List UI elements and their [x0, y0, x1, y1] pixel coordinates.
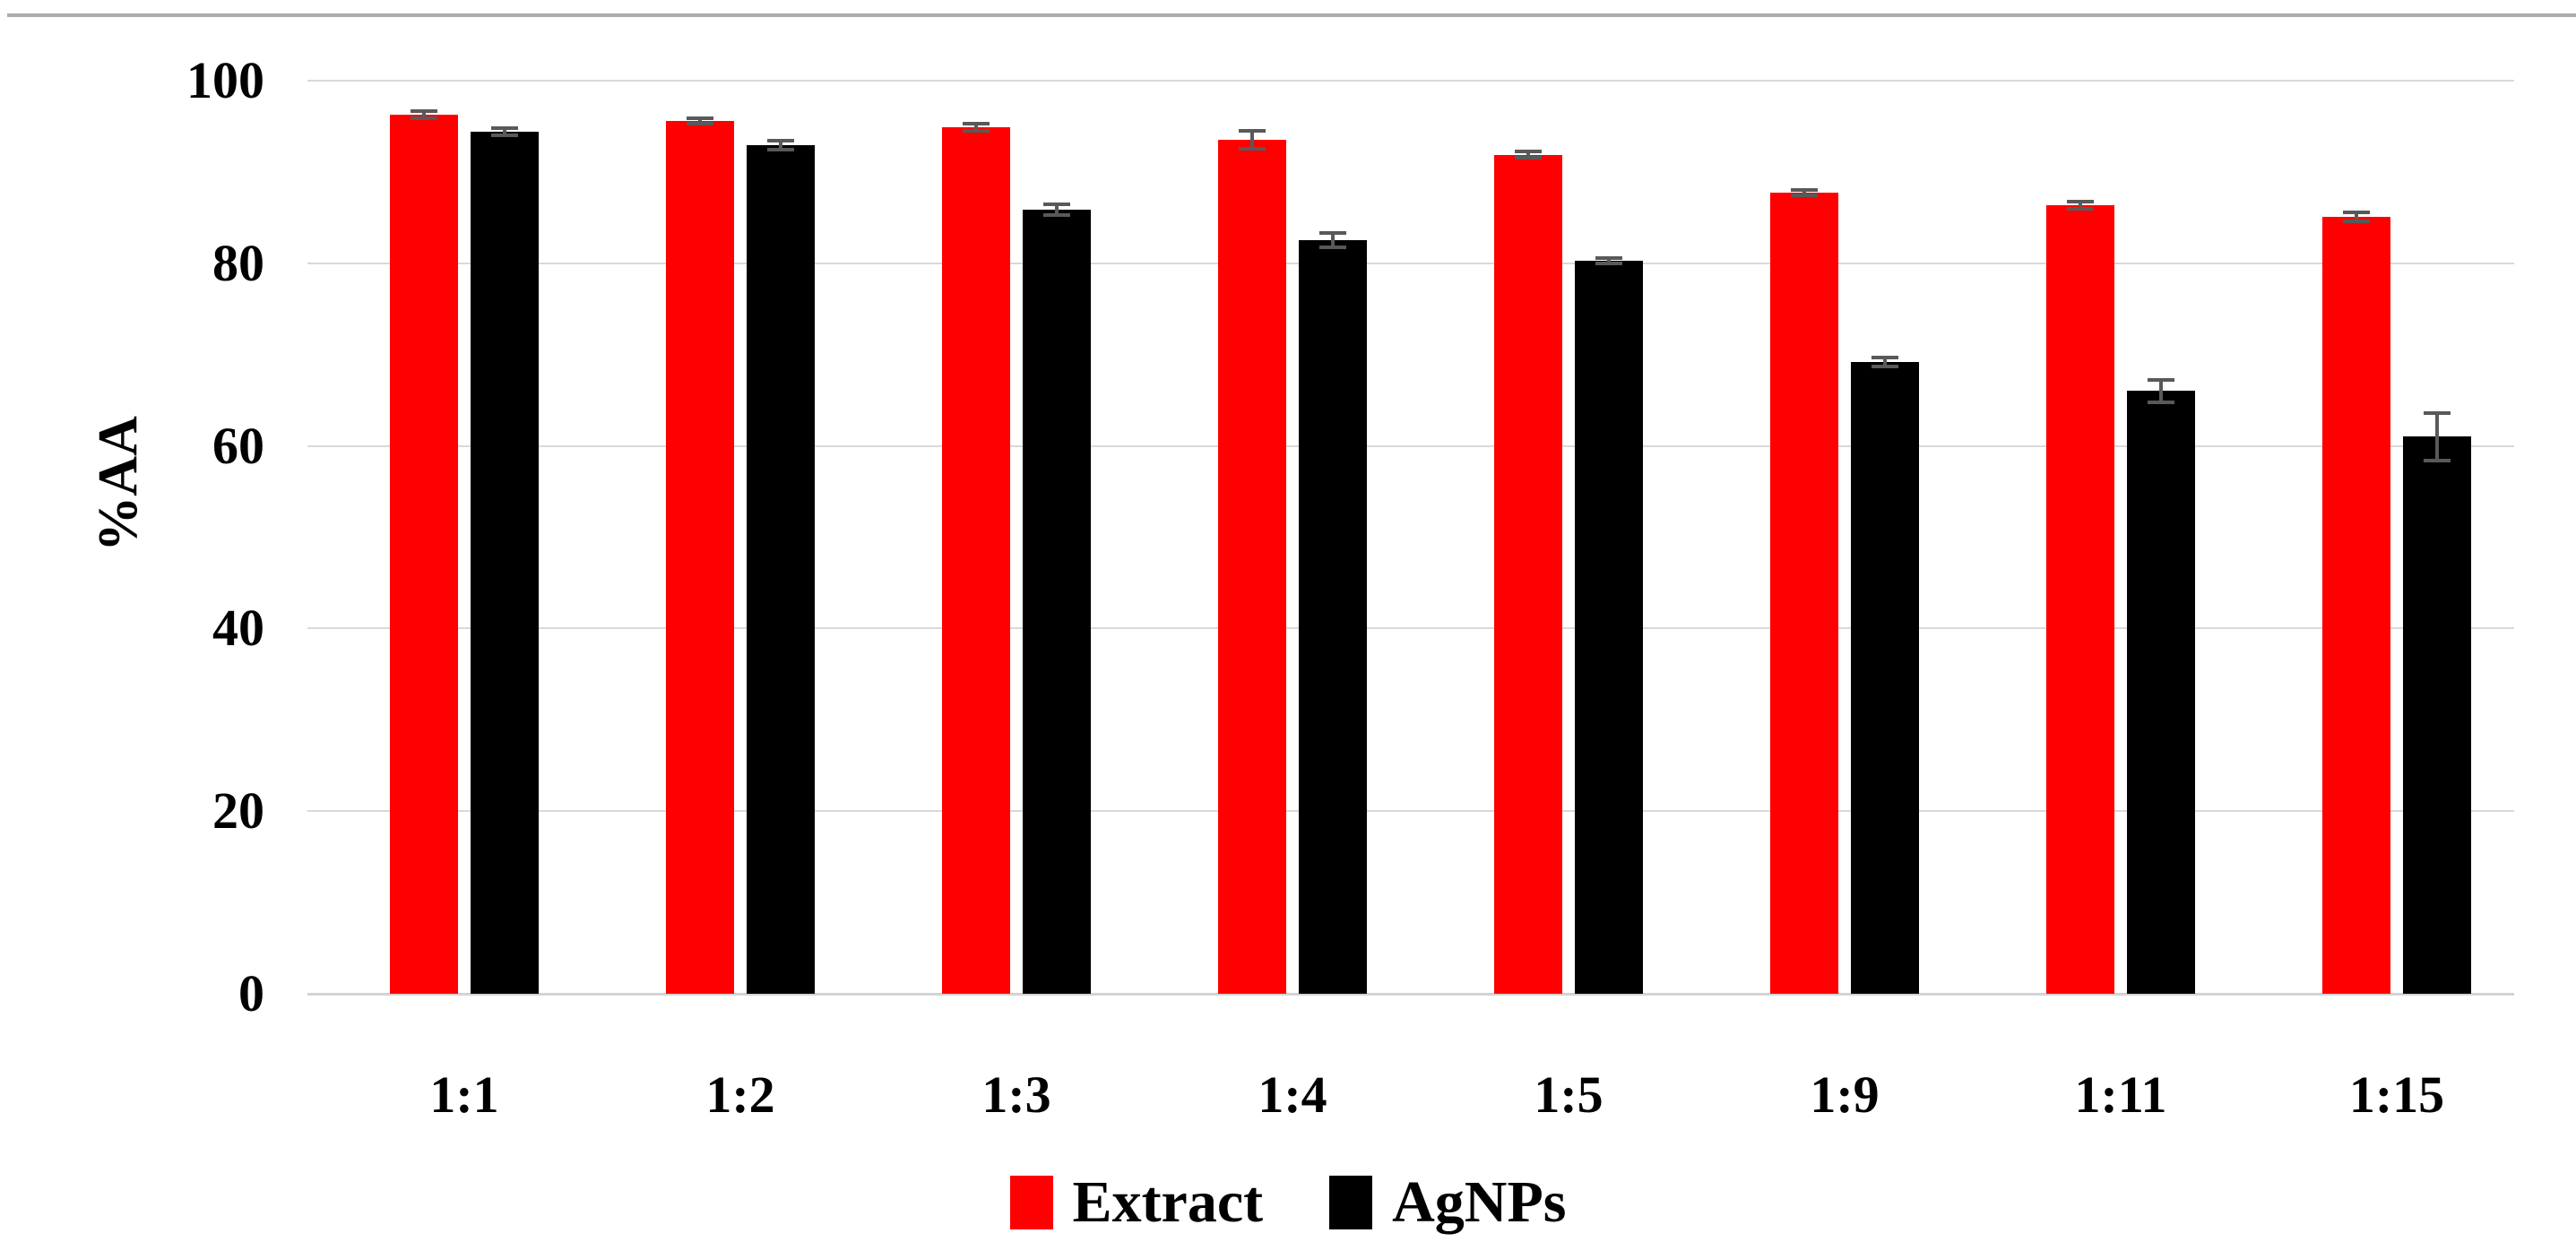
error-bar-line-extract-1:11 — [2079, 201, 2082, 209]
bar-agnps-1:9 — [1851, 361, 1919, 994]
error-bar-cap-bottom-agnps-1:5 — [1595, 261, 1622, 265]
error-bar-line-extract-1:3 — [974, 123, 978, 132]
gridline-60 — [307, 444, 2514, 447]
bar-agnps-1:1 — [471, 132, 539, 994]
error-bar-cap-top-extract-1:4 — [1239, 129, 1266, 134]
error-bar-line-extract-1:1 — [422, 110, 426, 118]
x-tick-label-1:9: 1:9 — [1810, 1065, 1880, 1124]
bar-agnps-1:11 — [2127, 391, 2195, 994]
x-tick-label-1:1: 1:1 — [429, 1065, 499, 1124]
error-bar-cap-bottom-extract-1:1 — [411, 116, 437, 120]
error-bar-cap-top-extract-1:5 — [1515, 150, 1542, 154]
legend-label-extract: Extract — [1072, 1169, 1264, 1235]
error-bar-line-extract-1:5 — [1526, 151, 1530, 158]
error-bar-cap-bottom-agnps-1:1 — [491, 134, 518, 138]
error-bar-cap-bottom-agnps-1:4 — [1319, 246, 1346, 250]
error-bar-line-agnps-1:2 — [779, 141, 782, 151]
gridline-100 — [307, 80, 2514, 82]
error-bar-line-agnps-1:5 — [1607, 257, 1611, 263]
error-bar-cap-top-extract-1:15 — [2343, 210, 2370, 214]
bar-agnps-1:4 — [1299, 240, 1367, 994]
bar-agnps-1:15 — [2403, 436, 2471, 994]
error-bar-cap-bottom-extract-1:4 — [1239, 147, 1266, 151]
error-bar-cap-top-agnps-1:4 — [1319, 231, 1346, 236]
legend-item-extract: Extract — [1009, 1169, 1264, 1235]
error-bar-cap-bottom-agnps-1:11 — [2148, 400, 2174, 404]
y-tick-label-40: 40 — [212, 599, 264, 658]
error-bar-line-extract-1:9 — [1802, 190, 1806, 196]
legend: Extract AgNPs — [0, 1161, 2576, 1244]
error-bar-line-extract-1:4 — [1250, 131, 1254, 150]
x-tick-label-1:2: 1:2 — [705, 1065, 775, 1124]
error-bar-cap-bottom-agnps-1:3 — [1043, 212, 1070, 217]
bar-extract-1:3 — [942, 126, 1010, 994]
gridline-0 — [307, 993, 2514, 996]
error-bar-cap-top-agnps-1:3 — [1043, 202, 1070, 206]
bar-extract-1:5 — [1494, 154, 1562, 994]
error-bar-cap-bottom-extract-1:5 — [1515, 155, 1542, 160]
gridline-40 — [307, 627, 2514, 630]
error-bar-cap-bottom-extract-1:2 — [687, 121, 713, 125]
y-tick-label-60: 60 — [212, 416, 264, 475]
error-bar-cap-bottom-agnps-1:2 — [767, 148, 794, 152]
y-tick-label-80: 80 — [212, 233, 264, 292]
y-tick-label-20: 20 — [212, 781, 264, 841]
error-bar-line-extract-1:15 — [2355, 211, 2358, 221]
y-tick-label-0: 0 — [238, 964, 264, 1022]
error-bar-cap-bottom-extract-1:9 — [1791, 194, 1818, 198]
x-tick-label-1:4: 1:4 — [1258, 1065, 1327, 1124]
bar-extract-1:4 — [1218, 140, 1286, 994]
error-bar-cap-top-extract-1:9 — [1791, 188, 1818, 193]
bar-extract-1:11 — [2046, 204, 2114, 994]
error-bar-line-extract-1:2 — [698, 117, 702, 124]
error-bar-line-agnps-1:4 — [1331, 233, 1335, 248]
x-tick-label-1:3: 1:3 — [981, 1065, 1051, 1124]
bar-agnps-1:2 — [747, 145, 815, 994]
error-bar-cap-top-agnps-1:2 — [767, 139, 794, 143]
error-bar-cap-bottom-extract-1:15 — [2343, 219, 2370, 223]
bar-extract-1:1 — [390, 114, 458, 994]
error-bar-line-agnps-1:11 — [2159, 380, 2163, 402]
error-bar-cap-top-extract-1:3 — [963, 121, 990, 125]
x-tick-label-1:5: 1:5 — [1534, 1065, 1604, 1124]
error-bar-cap-top-extract-1:1 — [411, 108, 437, 113]
bar-extract-1:2 — [666, 120, 734, 994]
error-bar-cap-top-extract-1:11 — [2067, 199, 2094, 203]
x-tick-label-1:11: 1:11 — [2074, 1065, 2167, 1124]
bar-agnps-1:3 — [1023, 209, 1091, 994]
bar-agnps-1:5 — [1575, 260, 1643, 994]
error-bar-line-agnps-1:1 — [503, 127, 506, 136]
error-bar-cap-bottom-extract-1:3 — [963, 129, 990, 134]
gridline-80 — [307, 262, 2514, 264]
legend-swatch-extract — [1009, 1176, 1053, 1229]
error-bar-cap-top-agnps-1:5 — [1595, 255, 1622, 260]
legend-swatch-agnps — [1329, 1176, 1373, 1229]
legend-item-agnps: AgNPs — [1329, 1173, 1566, 1232]
error-bar-cap-top-agnps-1:1 — [491, 125, 518, 130]
x-tick-label-1:15: 1:15 — [2348, 1065, 2445, 1124]
error-bar-line-agnps-1:15 — [2435, 412, 2439, 461]
error-bar-line-agnps-1:3 — [1055, 203, 1059, 215]
error-bar-cap-bottom-extract-1:11 — [2067, 206, 2094, 211]
figure-top-border — [7, 13, 2576, 17]
error-bar-cap-bottom-agnps-1:9 — [1871, 364, 1898, 368]
y-axis-title: %AA — [87, 416, 149, 552]
error-bar-cap-top-extract-1:2 — [687, 116, 713, 120]
bar-extract-1:15 — [2322, 216, 2390, 994]
error-bar-cap-bottom-agnps-1:15 — [2424, 458, 2451, 462]
bar-extract-1:9 — [1770, 193, 1838, 994]
legend-label-agnps: AgNPs — [1392, 1169, 1567, 1235]
gridline-20 — [307, 810, 2514, 813]
error-bar-line-agnps-1:9 — [1883, 357, 1887, 366]
error-bar-cap-top-agnps-1:15 — [2424, 410, 2451, 415]
error-bar-cap-top-agnps-1:11 — [2148, 378, 2174, 383]
y-tick-label-100: 100 — [186, 51, 264, 109]
error-bar-cap-top-agnps-1:9 — [1871, 355, 1898, 359]
